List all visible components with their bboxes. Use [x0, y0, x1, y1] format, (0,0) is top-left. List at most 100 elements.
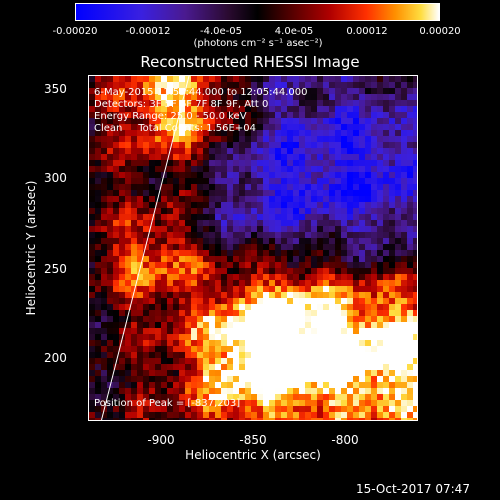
heatmap-cell — [149, 208, 155, 214]
heatmap-cell — [287, 196, 293, 202]
heatmap-cell — [413, 124, 417, 130]
heatmap-cell — [257, 208, 263, 214]
heatmap-cell — [263, 130, 269, 136]
heatmap-cell — [341, 208, 347, 214]
heatmap-cell — [299, 112, 305, 118]
heatmap-cell — [275, 418, 281, 420]
heatmap-cell — [377, 412, 383, 418]
heatmap-cell — [143, 250, 149, 256]
heatmap-cell — [239, 88, 245, 94]
heatmap-cell — [257, 346, 263, 352]
heatmap-cell — [161, 250, 167, 256]
heatmap-cell — [131, 382, 137, 388]
heatmap-cell — [107, 280, 113, 286]
heatmap-cell — [365, 286, 371, 292]
heatmap-cell — [155, 274, 161, 280]
heatmap-cell — [299, 106, 305, 112]
heatmap-cell — [335, 286, 341, 292]
heatmap-cell — [125, 310, 131, 316]
heatmap-cell — [125, 400, 131, 406]
heatmap-cell — [191, 142, 197, 148]
heatmap-cell — [251, 244, 257, 250]
heatmap-cell — [407, 238, 413, 244]
heatmap-cell — [311, 406, 317, 412]
heatmap-cell — [305, 214, 311, 220]
heatmap-cell — [329, 406, 335, 412]
heatmap-cell — [89, 280, 95, 286]
heatmap-cell — [101, 286, 107, 292]
heatmap-cell — [239, 178, 245, 184]
heatmap-cell — [119, 274, 125, 280]
image-plot-area[interactable] — [88, 75, 418, 421]
heatmap-cell — [275, 322, 281, 328]
heatmap-cell — [407, 346, 413, 352]
heatmap-cell — [95, 256, 101, 262]
heatmap-cell — [317, 400, 323, 406]
heatmap-cell — [155, 118, 161, 124]
heatmap-cell — [215, 412, 221, 418]
heatmap-cell — [137, 406, 143, 412]
heatmap-cell — [413, 112, 417, 118]
heatmap-cell — [305, 130, 311, 136]
heatmap-cell — [281, 298, 287, 304]
heatmap-cell — [119, 148, 125, 154]
heatmap-cell — [347, 214, 353, 220]
heatmap-cell — [329, 352, 335, 358]
heatmap-cell — [359, 310, 365, 316]
heatmap-cell — [365, 328, 371, 334]
heatmap-cell — [401, 400, 407, 406]
heatmap-cell — [407, 274, 413, 280]
heatmap-cell — [347, 346, 353, 352]
heatmap-cell — [401, 322, 407, 328]
heatmap-cell — [341, 394, 347, 400]
heatmap-cell — [125, 394, 131, 400]
heatmap-cell — [101, 154, 107, 160]
heatmap-cell — [185, 382, 191, 388]
heatmap-cell — [383, 298, 389, 304]
heatmap-cell — [341, 304, 347, 310]
heatmap-cell — [119, 310, 125, 316]
heatmap-cell — [95, 118, 101, 124]
heatmap-cell — [293, 244, 299, 250]
heatmap-cell — [287, 214, 293, 220]
heatmap-cell — [371, 178, 377, 184]
heatmap-cell — [275, 370, 281, 376]
heatmap-cell — [239, 292, 245, 298]
heatmap-cell — [359, 76, 365, 82]
heatmap-cell — [101, 298, 107, 304]
heatmap-cell — [365, 370, 371, 376]
heatmap-cell — [101, 130, 107, 136]
heatmap-cell — [149, 178, 155, 184]
heatmap-cell — [137, 76, 143, 82]
heatmap-cell — [125, 208, 131, 214]
heatmap-cell — [161, 106, 167, 112]
heatmap-cell — [305, 208, 311, 214]
heatmap-cell — [95, 322, 101, 328]
heatmap-cell — [347, 124, 353, 130]
heatmap-cell — [167, 292, 173, 298]
heatmap-cell — [317, 292, 323, 298]
heatmap-cell — [155, 220, 161, 226]
heatmap-cell — [125, 358, 131, 364]
heatmap-cell — [251, 256, 257, 262]
x-tick-label: -900 — [147, 433, 175, 447]
heatmap-cell — [383, 334, 389, 340]
heatmap-cell — [365, 274, 371, 280]
heatmap-cell — [161, 196, 167, 202]
heatmap-cell — [131, 352, 137, 358]
heatmap-cell — [161, 190, 167, 196]
heatmap-cell — [179, 214, 185, 220]
heatmap-cell — [185, 178, 191, 184]
heatmap-cell — [389, 382, 395, 388]
heatmap-cell — [131, 124, 137, 130]
heatmap-cell — [335, 256, 341, 262]
info-peak-position: Position of Peak = [-837,203] — [94, 398, 241, 409]
heatmap-cell — [275, 280, 281, 286]
heatmap-cell — [263, 340, 269, 346]
heatmap-cell — [131, 148, 137, 154]
heatmap-cell — [317, 226, 323, 232]
heatmap-cell — [269, 196, 275, 202]
heatmap-cell — [245, 292, 251, 298]
heatmap-cell — [149, 382, 155, 388]
heatmap-cell — [209, 100, 215, 106]
